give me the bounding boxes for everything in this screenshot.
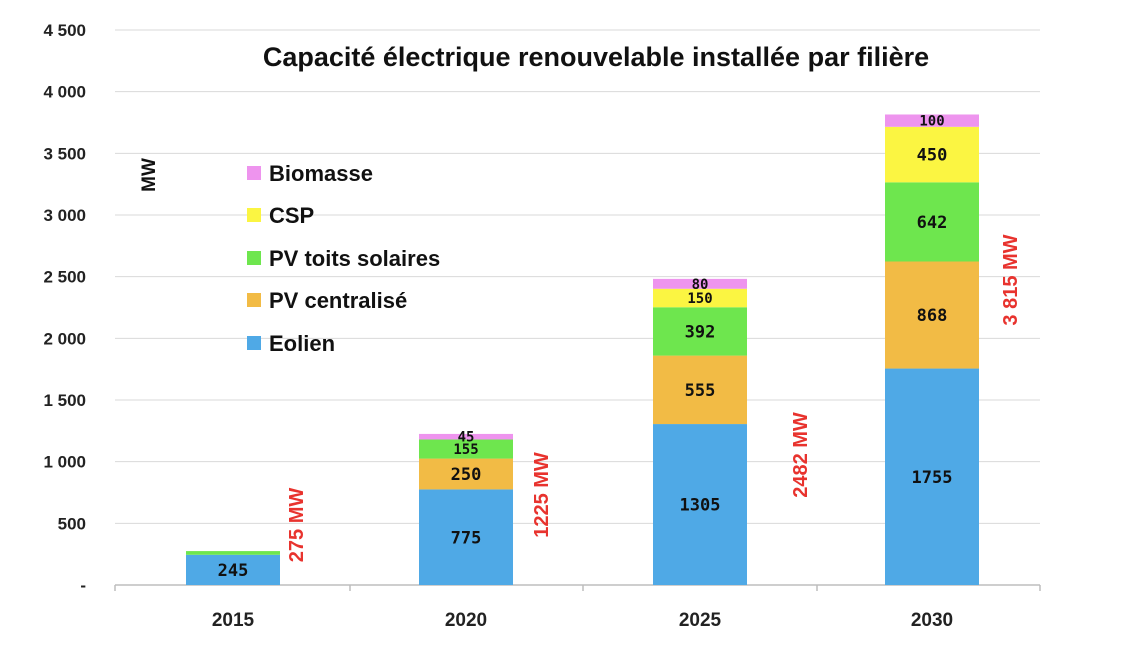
legend-swatch [247,251,261,265]
data-label: 245 [218,561,249,581]
legend: Biomasse CSP PV toits solaires PV centralis… [247,161,440,356]
x-tick-label: 2030 [911,610,953,631]
legend-swatch [247,336,261,350]
bar-segment [419,489,513,585]
y-tick-label: 4 000 [43,83,86,102]
y-tick-label: 3 500 [43,144,86,163]
legend-swatch [247,208,261,222]
bar-segment [419,439,513,459]
gridlines [115,29,1040,524]
total-label: 2482 MW [790,412,812,498]
bar-segment [653,424,747,585]
x-tick-label: 2025 [679,610,722,631]
bar-segment [653,288,747,308]
y-tick-label: 2 000 [43,329,86,348]
data-label: 392 [685,323,716,343]
chart-title: Capacité électrique renouvelable install… [263,42,929,72]
bar-segment [885,126,979,183]
y-tick-label: 500 [58,514,86,533]
legend-swatch [247,166,261,180]
bar-segment [653,307,747,356]
bars [186,114,979,585]
total-label: 275 MW [286,488,308,563]
y-tick-label: 3 000 [43,206,86,225]
bar-segment [186,551,280,555]
data-label: 450 [917,146,948,166]
bar-segment [653,355,747,425]
y-tick-label: - [80,576,86,595]
data-label: 642 [917,213,948,233]
data-label: 1305 [680,496,721,516]
data-label: 775 [451,528,482,548]
legend-label: Biomasse [269,161,373,186]
y-axis-unit: MW [139,158,160,192]
bar-segment [885,114,979,127]
bar-segment [186,554,280,585]
legend-label: PV centralisé [269,288,407,313]
y-tick-label: 2 500 [43,268,86,287]
y-tick-label: 1 000 [43,453,86,472]
legend-label: CSP [269,203,314,228]
legend-label: Eolien [269,331,335,356]
total-label: 1225 MW [531,452,553,538]
bar-segment [885,182,979,262]
y-tick-label: 1 500 [43,391,86,410]
x-tick-label: 2015 [212,610,255,631]
data-label: 868 [917,306,948,326]
data-label: 250 [451,465,482,485]
data-label: 100 [919,114,944,130]
bar-segment [885,368,979,585]
data-label: 45 [458,430,475,446]
bar-segment [419,433,513,440]
bar-segment [885,261,979,369]
data-label: 150 [687,291,712,307]
y-tick-label: 4 500 [43,21,86,40]
bar-segment [653,278,747,289]
data-label: 1755 [912,468,953,488]
legend-swatch [247,293,261,307]
bar-segment [419,458,513,490]
legend-label: PV toits solaires [269,246,440,271]
data-label: 555 [685,381,716,401]
total-label: 3 815 MW [1000,234,1022,325]
data-label: 80 [692,277,709,293]
data-label: 155 [453,442,478,458]
x-tick-label: 2020 [445,610,487,631]
